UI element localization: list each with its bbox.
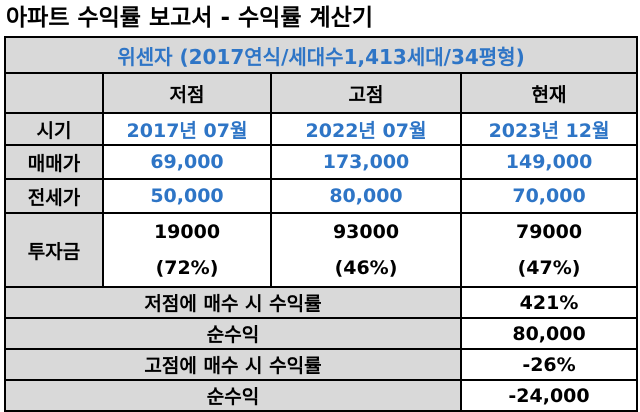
- jeonse-price-high: 80,000: [270, 178, 462, 214]
- investment-low: 19000 (72%): [102, 212, 272, 288]
- sale-price-label: 매매가: [4, 144, 104, 180]
- period-high: 2022년 07월: [270, 112, 462, 146]
- column-header-high: 고점: [270, 72, 462, 114]
- summary-label-low-buy-yield: 저점에 매수 시 수익률: [4, 286, 462, 319]
- sale-price-high: 173,000: [270, 144, 462, 180]
- sale-price-row: 매매가 69,000 173,000 149,000: [4, 144, 639, 180]
- jeonse-price-current: 70,000: [459, 178, 639, 214]
- investment-low-amount: 19000: [153, 221, 221, 243]
- period-label: 시기: [4, 112, 104, 146]
- jeonse-price-low: 50,000: [102, 178, 272, 214]
- summary-row: 저점에 매수 시 수익률 421%: [4, 286, 639, 319]
- sale-price-low: 69,000: [102, 144, 272, 180]
- investment-row: 투자금 19000 (72%) 93000 (46%) 79000 (47%): [4, 212, 639, 288]
- header-corner: [4, 72, 104, 114]
- subtitle-row: 위센자 (2017연식/세대수1,413세대/34평형): [3, 36, 639, 74]
- investment-low-ratio: (72%): [155, 257, 219, 279]
- sale-price-current: 149,000: [459, 144, 639, 180]
- summary-value-low-net-profit: 80,000: [459, 317, 639, 350]
- investment-high-ratio: (46%): [334, 257, 398, 279]
- jeonse-price-label: 전세가: [4, 178, 104, 214]
- investment-current-ratio: (47%): [517, 257, 581, 279]
- period-row: 시기 2017년 07월 2022년 07월 2023년 12월: [4, 112, 639, 146]
- jeonse-price-row: 전세가 50,000 80,000 70,000: [4, 178, 639, 214]
- report-title: 아파트 수익률 보고서 - 수익률 계산기: [6, 5, 373, 31]
- investment-current: 79000 (47%): [459, 212, 639, 288]
- apartment-subtitle: 위센자 (2017연식/세대수1,413세대/34평형): [3, 36, 639, 74]
- summary-label-high-buy-yield: 고점에 매수 시 수익률: [4, 348, 462, 381]
- summary-row: 순수익 -24,000: [4, 379, 639, 412]
- summary-row: 순수익 80,000: [4, 317, 639, 350]
- period-low: 2017년 07월: [102, 112, 272, 146]
- summary-value-low-buy-yield: 421%: [459, 286, 639, 319]
- summary-row: 고점에 매수 시 수익률 -26%: [4, 348, 639, 381]
- column-header-row: 저점 고점 현재: [4, 72, 639, 114]
- period-current: 2023년 12월: [459, 112, 639, 146]
- investment-current-amount: 79000: [515, 221, 583, 243]
- column-header-low: 저점: [102, 72, 272, 114]
- column-header-current: 현재: [459, 72, 639, 114]
- summary-label-high-net-profit: 순수익: [4, 379, 462, 412]
- summary-value-high-net-profit: -24,000: [459, 379, 639, 412]
- investment-high: 93000 (46%): [270, 212, 462, 288]
- summary-label-low-net-profit: 순수익: [4, 317, 462, 350]
- investment-label: 투자금: [4, 212, 104, 288]
- profit-table: 위센자 (2017연식/세대수1,413세대/34평형) 저점 고점 현재 시기…: [3, 36, 639, 412]
- summary-value-high-buy-yield: -26%: [459, 348, 639, 381]
- investment-high-amount: 93000: [332, 221, 400, 243]
